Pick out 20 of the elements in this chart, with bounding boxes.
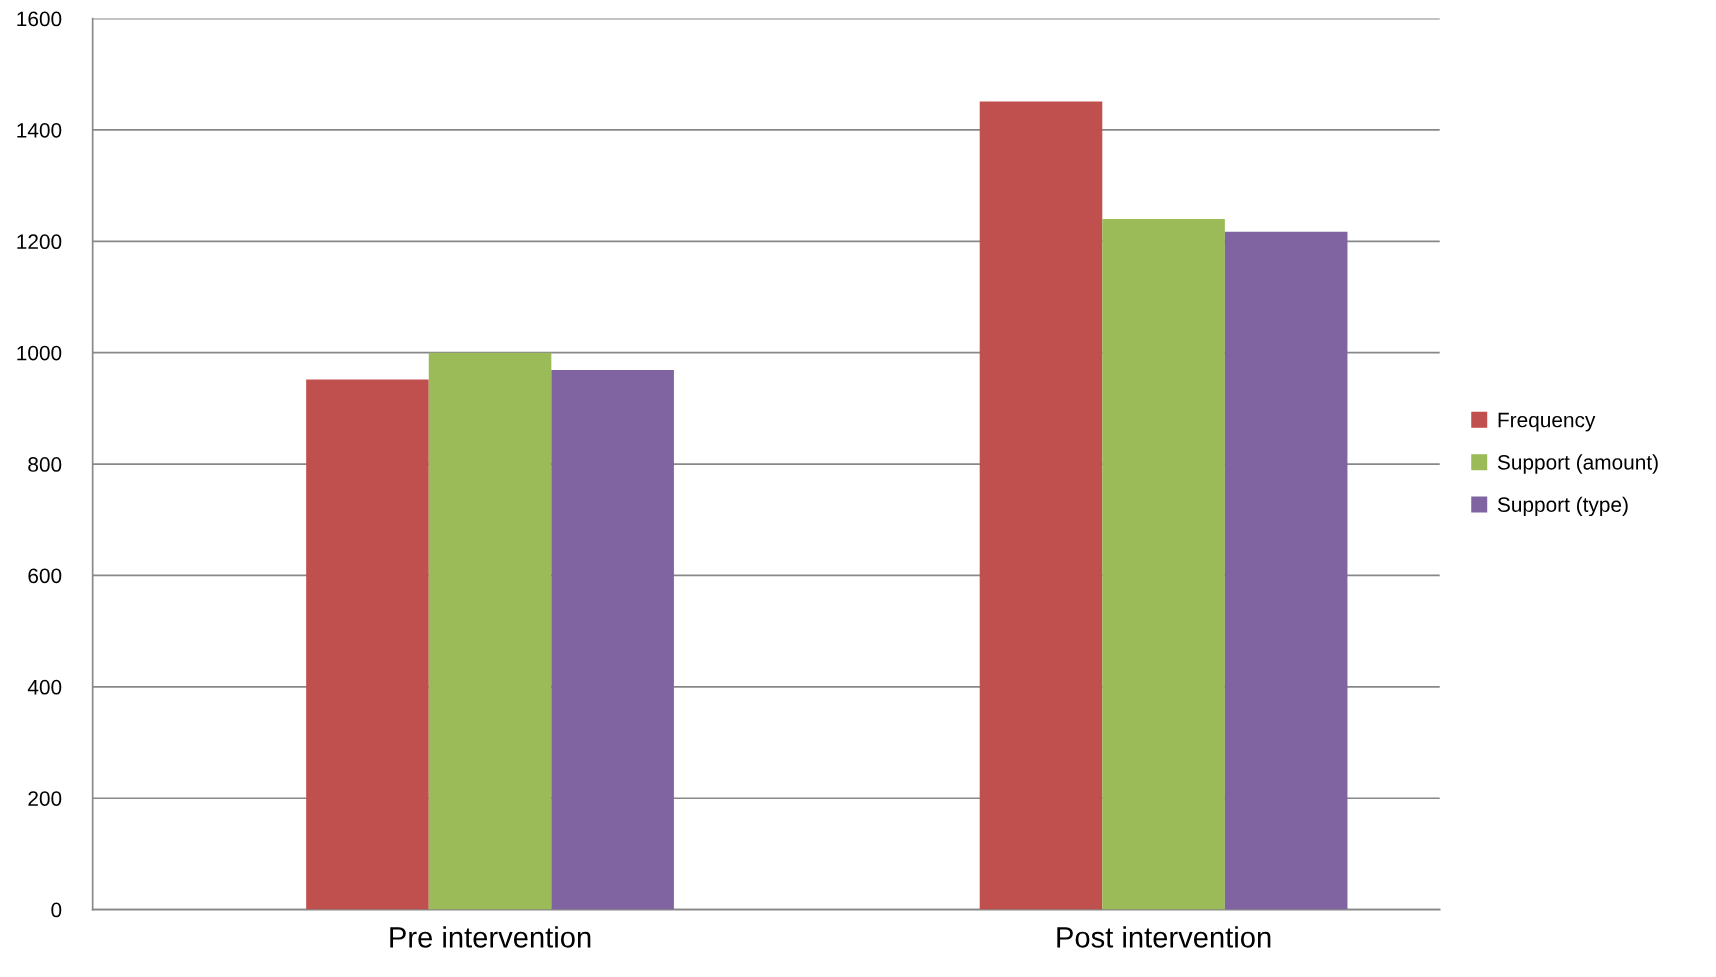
y-tick-label: 0 bbox=[51, 902, 62, 918]
bar bbox=[979, 101, 1103, 910]
legend-label: Support (type) bbox=[1497, 496, 1628, 517]
x-tick-label: Pre intervention bbox=[390, 926, 591, 948]
x-tick-label: Post intervention bbox=[1057, 926, 1271, 948]
bar bbox=[1224, 231, 1348, 910]
bar bbox=[428, 352, 552, 910]
y-tick-label: 200 bbox=[28, 791, 62, 806]
bar bbox=[551, 369, 674, 910]
legend-label: Support (amount) bbox=[1497, 454, 1658, 474]
bar bbox=[306, 379, 429, 910]
y-tick-label: 800 bbox=[28, 457, 62, 472]
bar bbox=[1102, 219, 1225, 910]
y-tick-label: 1000 bbox=[17, 345, 62, 361]
y-tick-label: 600 bbox=[28, 568, 62, 584]
y-tick-label: 1600 bbox=[17, 11, 62, 27]
y-tick-label: 1400 bbox=[17, 122, 62, 138]
legend-label: Frequency bbox=[1498, 412, 1596, 432]
y-tick-label: 400 bbox=[27, 679, 62, 695]
y-tick-label: 1200 bbox=[17, 234, 62, 250]
